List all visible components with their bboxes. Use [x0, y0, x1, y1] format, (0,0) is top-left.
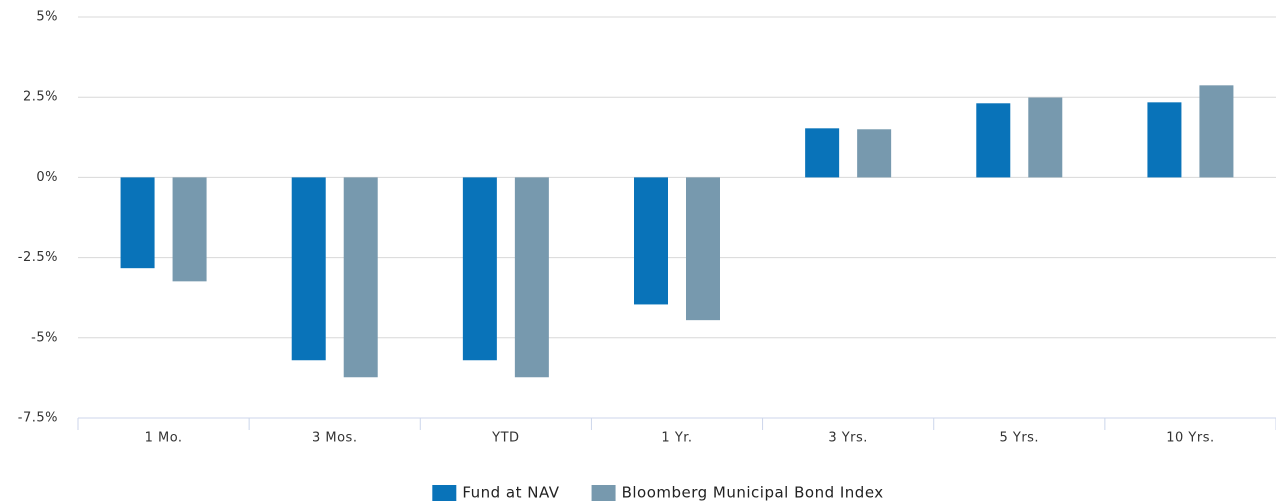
y-tick-label: 5% — [36, 10, 58, 25]
bar — [462, 177, 497, 361]
x-tick-label: 10 Yrs. — [1166, 431, 1214, 446]
x-tick-label: 1 Mo. — [145, 431, 183, 446]
y-tick-label: -2.5% — [18, 250, 58, 265]
bar — [343, 177, 378, 378]
legend-swatch — [432, 485, 457, 501]
bar — [857, 129, 892, 178]
bar — [291, 177, 326, 361]
x-tick-label: 3 Yrs. — [828, 431, 868, 446]
y-tick-label: -5% — [31, 330, 58, 345]
y-tick-label: -7.5% — [18, 411, 58, 426]
bar — [634, 177, 668, 305]
x-tick-label: YTD — [491, 431, 519, 446]
bar — [976, 103, 1011, 178]
legend-label: Fund at NAV — [462, 484, 559, 502]
y-tick-label: 0% — [36, 170, 58, 185]
x-tick-label: 3 Mos. — [312, 431, 357, 446]
bar — [1199, 85, 1234, 178]
y-tick-label: 2.5% — [23, 90, 58, 105]
legend-swatch — [591, 485, 616, 501]
bar — [172, 177, 207, 282]
bar — [120, 177, 155, 269]
legend-label: Bloomberg Municipal Bond Index — [622, 484, 884, 502]
bar — [805, 128, 840, 178]
bar — [1028, 97, 1063, 178]
bar — [1147, 102, 1182, 178]
x-tick-label: 5 Yrs. — [999, 431, 1039, 446]
bar — [686, 177, 720, 321]
x-tick-label: 1 Yr. — [661, 431, 692, 446]
bar — [514, 177, 549, 378]
